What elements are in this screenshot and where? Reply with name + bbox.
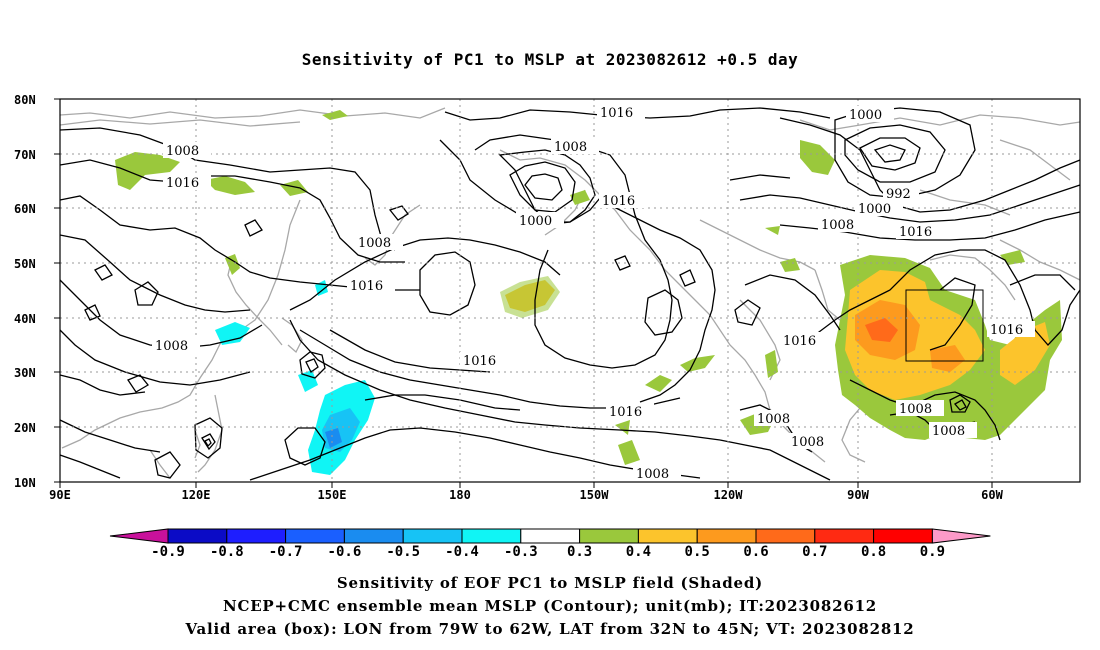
colorbar-arrow-low xyxy=(109,528,169,544)
colorbar-bin xyxy=(285,528,345,544)
colorbar-bin xyxy=(226,528,287,544)
colorbar-bin xyxy=(814,528,875,544)
contour-label: 1008 xyxy=(358,236,391,251)
colorbar-bin xyxy=(696,528,757,544)
contour-labels: 1016 1000 1008 1016 1016 1000 1008 1000 … xyxy=(155,106,1024,482)
caption-line-2: NCEP+CMC ensemble mean MSLP (Contour); u… xyxy=(222,597,878,615)
mslp-contours xyxy=(59,107,1081,481)
sensitivity-shading xyxy=(115,110,1062,475)
axis-ticks xyxy=(54,98,993,488)
map-frame xyxy=(59,98,1081,483)
contour-label: 1008 xyxy=(932,424,965,439)
lon-label: 90W xyxy=(847,488,869,502)
colorbar-bin xyxy=(579,528,639,544)
colorbar-label: -0.4 xyxy=(445,544,479,560)
contour-label: 1008 xyxy=(757,412,790,427)
lon-label: 60W xyxy=(981,488,1003,502)
contour-label: 1016 xyxy=(783,334,816,349)
colorbar-label: -0.7 xyxy=(269,544,303,560)
lat-label: 30N xyxy=(14,366,36,380)
colorbar-label: 0.3 xyxy=(567,544,592,560)
contour-label: 992 xyxy=(886,187,911,202)
contour-label: 1016 xyxy=(990,323,1023,338)
contour-label: 1008 xyxy=(166,144,199,159)
contour-label: 1016 xyxy=(463,354,496,369)
lon-label: 120E xyxy=(182,488,211,502)
lat-label: 80N xyxy=(14,93,36,107)
lat-label: 50N xyxy=(14,257,36,271)
colorbar-label: -0.8 xyxy=(210,544,244,560)
contour-label: 1008 xyxy=(791,435,824,450)
contour-label: 1016 xyxy=(609,405,642,420)
contour-label: 1016 xyxy=(899,225,932,240)
colorbar-bin xyxy=(520,528,581,544)
colorbar-label: 0.7 xyxy=(802,544,827,560)
valid-area-box xyxy=(905,289,984,362)
colorbar-bin xyxy=(343,528,404,544)
colorbar-arrow-high xyxy=(931,528,991,544)
colorbar-bin xyxy=(755,528,816,544)
contour-label: 1016 xyxy=(350,279,383,294)
colorbar-label: 0.8 xyxy=(861,544,886,560)
contour-label: 1008 xyxy=(821,218,854,233)
contour-label: 1008 xyxy=(636,467,669,482)
lat-label: 60N xyxy=(14,202,36,216)
colorbar-bin xyxy=(461,528,522,544)
colorbar-bin xyxy=(637,528,698,544)
contour-label: 1008 xyxy=(899,402,932,417)
caption-line-1: Sensitivity of EOF PC1 to MSLP field (Sh… xyxy=(336,574,764,592)
contour-label: 1000 xyxy=(858,202,891,217)
lat-label: 40N xyxy=(14,312,36,326)
lon-label: 120W xyxy=(714,488,744,502)
contour-label: 1016 xyxy=(602,194,635,209)
lon-label: 90E xyxy=(49,488,71,502)
colorbar: -0.9 -0.8 -0.7 -0.6 -0.5 -0.4 -0.3 0.3 0.4 0.5 0.6… xyxy=(109,528,991,560)
contour-label: 1008 xyxy=(554,140,587,155)
lat-label: 70N xyxy=(14,148,36,162)
colorbar-label: 0.6 xyxy=(743,544,768,560)
lon-label: 180 xyxy=(449,488,471,502)
lat-label: 20N xyxy=(14,421,36,435)
contour-label: 1016 xyxy=(166,176,199,191)
lon-label: 150E xyxy=(318,488,347,502)
colorbar-label: 0.4 xyxy=(626,544,651,560)
colorbar-label: -0.5 xyxy=(386,544,420,560)
lon-label: 150W xyxy=(580,488,610,502)
caption-line-3: Valid area (box): LON from 79W to 62W, L… xyxy=(185,620,915,638)
figure-title: Sensitivity of PC1 to MSLP at 2023082612… xyxy=(301,50,799,69)
colorbar-bin xyxy=(167,528,228,544)
colorbar-label: -0.6 xyxy=(328,544,362,560)
colorbar-label: -0.3 xyxy=(504,544,538,560)
contour-label: 1000 xyxy=(519,214,552,229)
colorbar-label: 0.5 xyxy=(685,544,710,560)
colorbar-bin xyxy=(402,528,463,544)
colorbar-label: -0.9 xyxy=(151,544,185,560)
contour-label: 1016 xyxy=(600,106,633,121)
colorbar-bin xyxy=(873,528,933,544)
contour-label: 1000 xyxy=(849,108,882,123)
longitude-labels: 90E 120E 150E 180 150W 120W 90W 60W xyxy=(49,488,1003,502)
colorbar-label: 0.9 xyxy=(920,544,945,560)
lat-label: 10N xyxy=(14,476,36,490)
latitude-labels: 80N 70N 60N 50N 40N 30N 20N 10N xyxy=(14,93,36,490)
contour-label: 1008 xyxy=(155,339,188,354)
